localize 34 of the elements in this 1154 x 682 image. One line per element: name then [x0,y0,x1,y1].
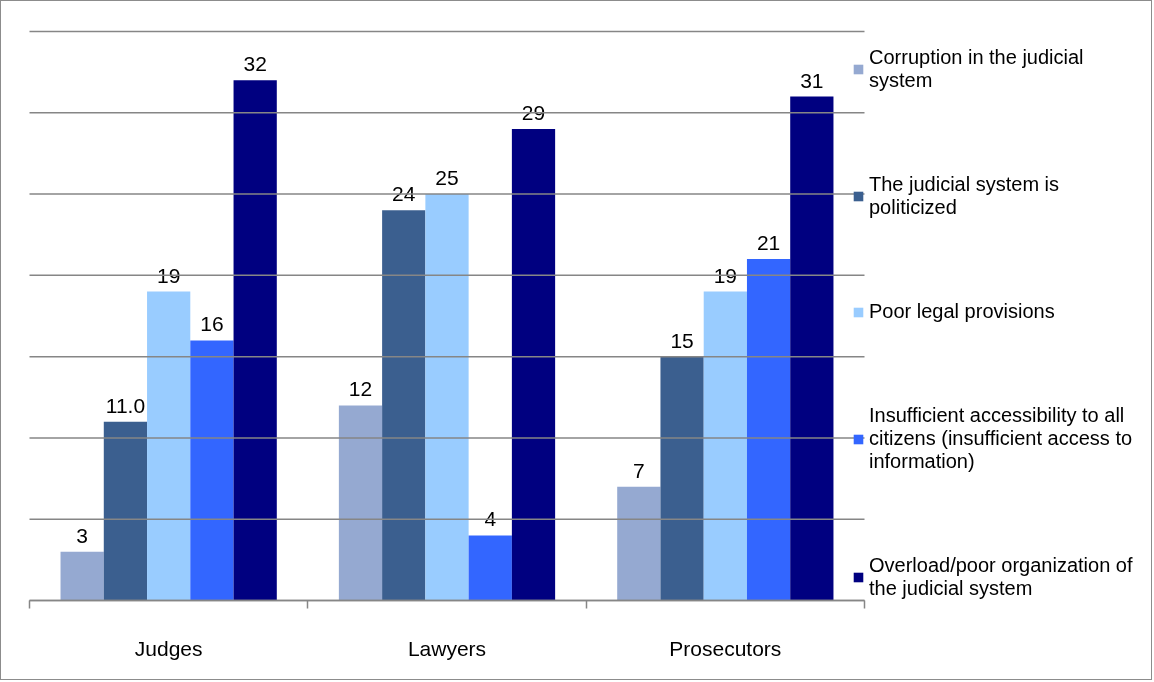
bar [790,96,834,601]
bar [617,486,661,601]
bar [147,291,191,601]
bar [60,551,104,601]
bar [468,535,512,601]
data-label: 32 [243,52,267,76]
data-label: 7 [632,458,645,482]
data-label: 21 [756,231,781,255]
bar [425,194,469,601]
x-tick-label: Judges [134,636,203,660]
legend-label: The judicial system is politicized [869,173,1060,219]
data-label: 12 [348,377,373,401]
legend-label: Corruption in the judicial system [869,46,1084,92]
bar [103,421,148,601]
data-label: 11.0 [105,393,146,417]
x-tick-label: Prosecutors [669,636,782,660]
x-tick-label: Lawyers [407,636,487,660]
bar [511,129,556,601]
legend-label: Insufficient accessibility to all citizens (insufficient access to information) [869,404,1133,473]
legend-label: Overload/poor organization of the judicial system [869,554,1133,600]
bar [190,340,234,601]
data-label: 16 [200,312,224,336]
data-label: 3 [76,523,89,547]
data-label: 25 [435,166,459,190]
data-label: 31 [800,68,824,92]
bar [660,356,704,601]
bar [382,210,426,601]
legend-label: Poor legal provisions [869,300,1055,323]
bar [703,291,747,601]
bar [338,405,383,601]
bar [233,80,277,601]
data-label: 24 [392,182,416,206]
data-label: 15 [670,328,694,352]
bar [746,259,791,601]
